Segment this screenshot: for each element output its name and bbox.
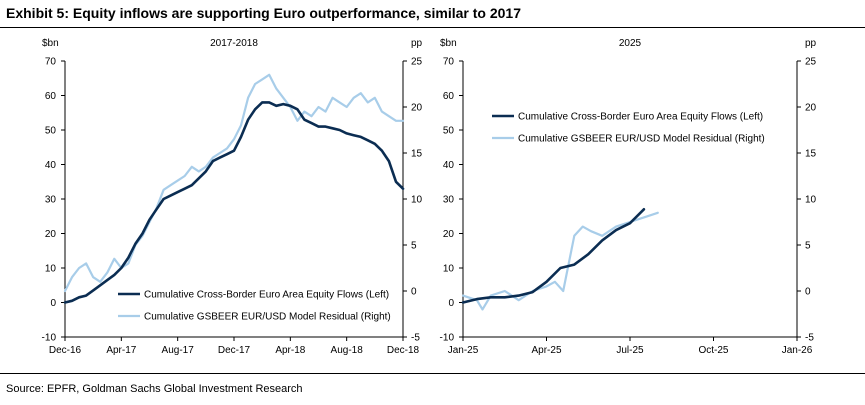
left-tick-label: 30: [443, 195, 455, 206]
left-unit-label: $bn: [42, 38, 59, 49]
right-tick-label: 10: [805, 195, 817, 206]
left-tick-label: 60: [45, 91, 57, 102]
x-tick-label: Aug-17: [162, 345, 195, 356]
right-unit-label: pp: [411, 38, 423, 49]
left-tick-label: 60: [443, 91, 455, 102]
chart-panel-2017-2018: 2017-2018 $bn pp -10 0 10 20 30 40 50 60 70 -5 0 5 10 15…: [42, 38, 423, 356]
right-tick-label: 0: [411, 287, 417, 298]
left-tick-label: 10: [443, 264, 455, 275]
x-tick-label: Dec-17: [218, 345, 251, 356]
legend-label-model-residual: Cumulative GSBEER EUR/USD Model Residual…: [518, 134, 765, 145]
series-line-model-residual: [63, 73, 405, 293]
x-tick-label: Jul-25: [616, 345, 644, 356]
series-line-model-residual: [461, 211, 659, 311]
charts-canvas: 2017-2018$bn pp-10010203040506070-5051015…: [42, 38, 817, 356]
x-tick-label: Jan-25: [448, 345, 479, 356]
x-tick-label: Apr-25: [531, 345, 561, 356]
chart-title: 2017-2018: [210, 38, 258, 49]
chart-title: 2025: [619, 38, 642, 49]
left-tick-label: 20: [443, 229, 455, 240]
right-tick-label: 0: [805, 287, 811, 298]
left-tick-label: 70: [443, 57, 455, 68]
left-tick-label: 20: [45, 229, 57, 240]
right-tick-label: 25: [805, 57, 817, 68]
right-tick-label: 15: [411, 149, 423, 160]
right-tick-label: 10: [411, 195, 423, 206]
left-unit-label: $bn: [440, 38, 457, 49]
x-tick-label: Dec-16: [49, 345, 82, 356]
left-tick-label: -10: [42, 333, 57, 344]
right-tick-label: 20: [411, 103, 423, 114]
x-tick-label: Apr-17: [106, 345, 136, 356]
left-tick-label: 70: [45, 57, 57, 68]
series-line-equity-flows: [461, 208, 646, 304]
right-tick-label: 5: [805, 241, 811, 252]
legend-label-model-residual: Cumulative GSBEER EUR/USD Model Residual…: [144, 312, 391, 323]
left-tick-label: 40: [45, 160, 57, 171]
left-tick-label: 50: [443, 126, 455, 137]
source-note: Source: EPFR, Goldman Sachs Global Inves…: [6, 383, 303, 395]
x-tick-label: Dec-18: [387, 345, 420, 356]
right-tick-label: -5: [805, 333, 814, 344]
right-tick-label: 25: [411, 57, 423, 68]
chart-panel-2025: 2025$bn pp-10010203040506070-50510152025J…: [440, 38, 817, 356]
source-rule: [0, 373, 865, 374]
exhibit-title: Exhibit 5: Equity inflows are supporting…: [6, 5, 521, 21]
right-unit-label: pp: [805, 38, 817, 49]
right-tick-label: 15: [805, 149, 817, 160]
left-tick-label: 40: [443, 160, 455, 171]
right-tick-label: 20: [805, 103, 817, 114]
title-rule: [0, 27, 865, 28]
x-tick-label: Jan-26: [782, 345, 813, 356]
x-tick-label: Apr-18: [275, 345, 305, 356]
x-tick-label: Aug-18: [331, 345, 364, 356]
left-tick-label: -10: [440, 333, 455, 344]
left-tick-label: 0: [50, 298, 56, 309]
series-line-equity-flows: [63, 101, 405, 304]
left-tick-label: 10: [45, 264, 57, 275]
legend-label-equity-flows: Cumulative Cross-Border Euro Area Equity…: [518, 112, 763, 123]
left-tick-label: 50: [45, 126, 57, 137]
right-tick-label: -5: [411, 333, 420, 344]
right-tick-label: 5: [411, 241, 417, 252]
x-tick-label: Oct-25: [698, 345, 728, 356]
legend-label-equity-flows: Cumulative Cross-Border Euro Area Equity…: [144, 290, 389, 301]
left-tick-label: 0: [448, 298, 454, 309]
left-tick-label: 30: [45, 195, 57, 206]
